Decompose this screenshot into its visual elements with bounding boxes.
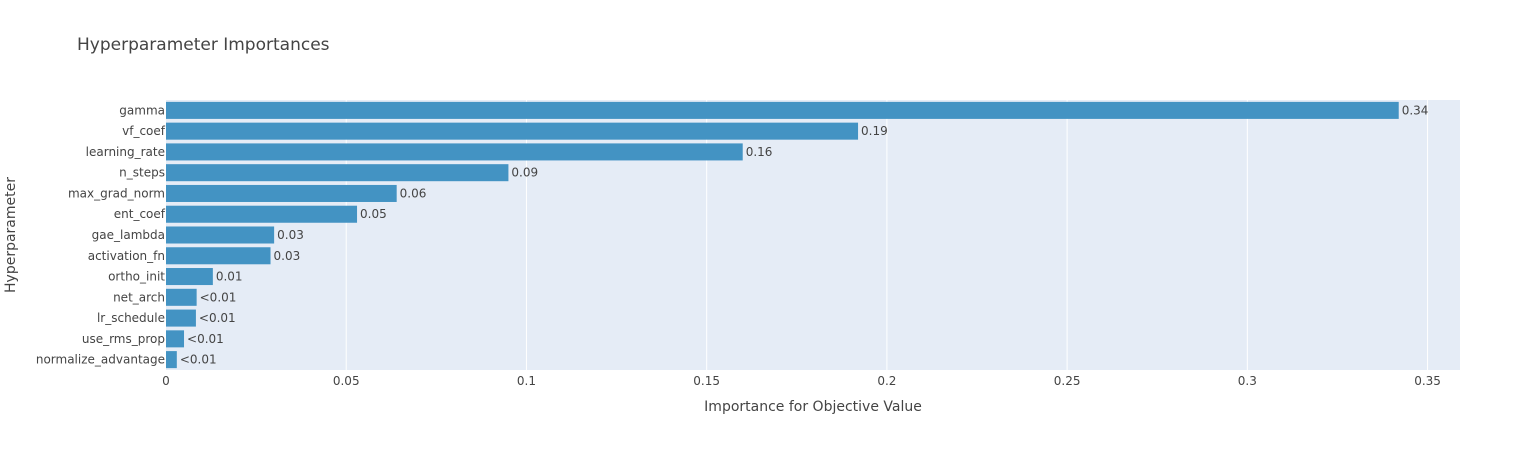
- y-tick-label: vf_coef: [122, 124, 166, 138]
- data-labels: 0.34 0.19 0.16 0.09 0.06 0.05 0.03 0.03 0.01 <0.0…: [180, 103, 1429, 366]
- x-tick-label: 0.15: [693, 374, 720, 388]
- y-tick-label: ent_coef: [114, 207, 166, 221]
- y-tick-label: n_steps: [119, 166, 165, 180]
- bar: [166, 205, 358, 223]
- x-tick-label: 0.05: [333, 374, 360, 388]
- bar-value-label: 0.03: [274, 249, 301, 263]
- bar-value-label: <0.01: [180, 353, 217, 367]
- bar-value-label: <0.01: [187, 332, 224, 346]
- bar: [166, 309, 196, 327]
- x-tick-label: 0.2: [877, 374, 896, 388]
- x-axis-title: Importance for Objective Value: [704, 399, 922, 415]
- bar: [166, 268, 213, 286]
- bar: [166, 164, 509, 182]
- y-tick-label: normalize_advantage: [36, 353, 165, 367]
- bar-value-label: 0.19: [861, 124, 888, 138]
- bar: [166, 101, 1399, 119]
- x-tick-label: 0.1: [517, 374, 536, 388]
- bar-value-label: <0.01: [200, 290, 237, 304]
- bar: [166, 143, 743, 161]
- bar-value-label: 0.16: [746, 145, 773, 159]
- y-tick-label: learning_rate: [86, 145, 165, 159]
- x-tick-label: 0.25: [1054, 374, 1081, 388]
- bar-value-label: 0.01: [216, 270, 243, 284]
- y-tick-label: lr_schedule: [97, 311, 165, 325]
- y-tick-label: max_grad_norm: [68, 186, 165, 200]
- bar: [166, 330, 185, 348]
- y-tick-label: ortho_init: [108, 270, 165, 284]
- bar: [166, 288, 197, 306]
- bar-value-label: 0.03: [277, 228, 304, 242]
- y-tick-labels: gamma vf_coef learning_rate n_steps max_grad…: [36, 103, 166, 366]
- bar-value-label: 0.05: [360, 207, 387, 221]
- bar: [166, 226, 275, 244]
- bar: [166, 122, 859, 140]
- y-tick-label: use_rms_prop: [82, 332, 165, 346]
- bar-value-label: 0.34: [1402, 103, 1429, 117]
- plot-background: [166, 100, 1460, 370]
- y-tick-label: activation_fn: [88, 249, 165, 263]
- bar-value-label: 0.06: [400, 186, 427, 200]
- bar: [166, 247, 271, 265]
- y-axis-title: Hyperparameter: [3, 177, 19, 293]
- x-tick-labels: 0 0.05 0.1 0.15 0.2 0.25 0.3 0.35: [162, 374, 1441, 388]
- y-tick-label: gamma: [119, 103, 165, 117]
- x-tick-label: 0: [162, 374, 170, 388]
- bar-value-label: <0.01: [199, 311, 236, 325]
- bars: [166, 101, 1399, 369]
- bar: [166, 351, 177, 369]
- chart-title: Hyperparameter Importances: [77, 35, 330, 55]
- x-tick-label: 0.3: [1238, 374, 1257, 388]
- x-tick-label: 0.35: [1414, 374, 1441, 388]
- y-tick-label: net_arch: [113, 290, 165, 304]
- y-tick-label: gae_lambda: [92, 228, 165, 242]
- bar: [166, 184, 397, 202]
- bar-value-label: 0.09: [511, 166, 538, 180]
